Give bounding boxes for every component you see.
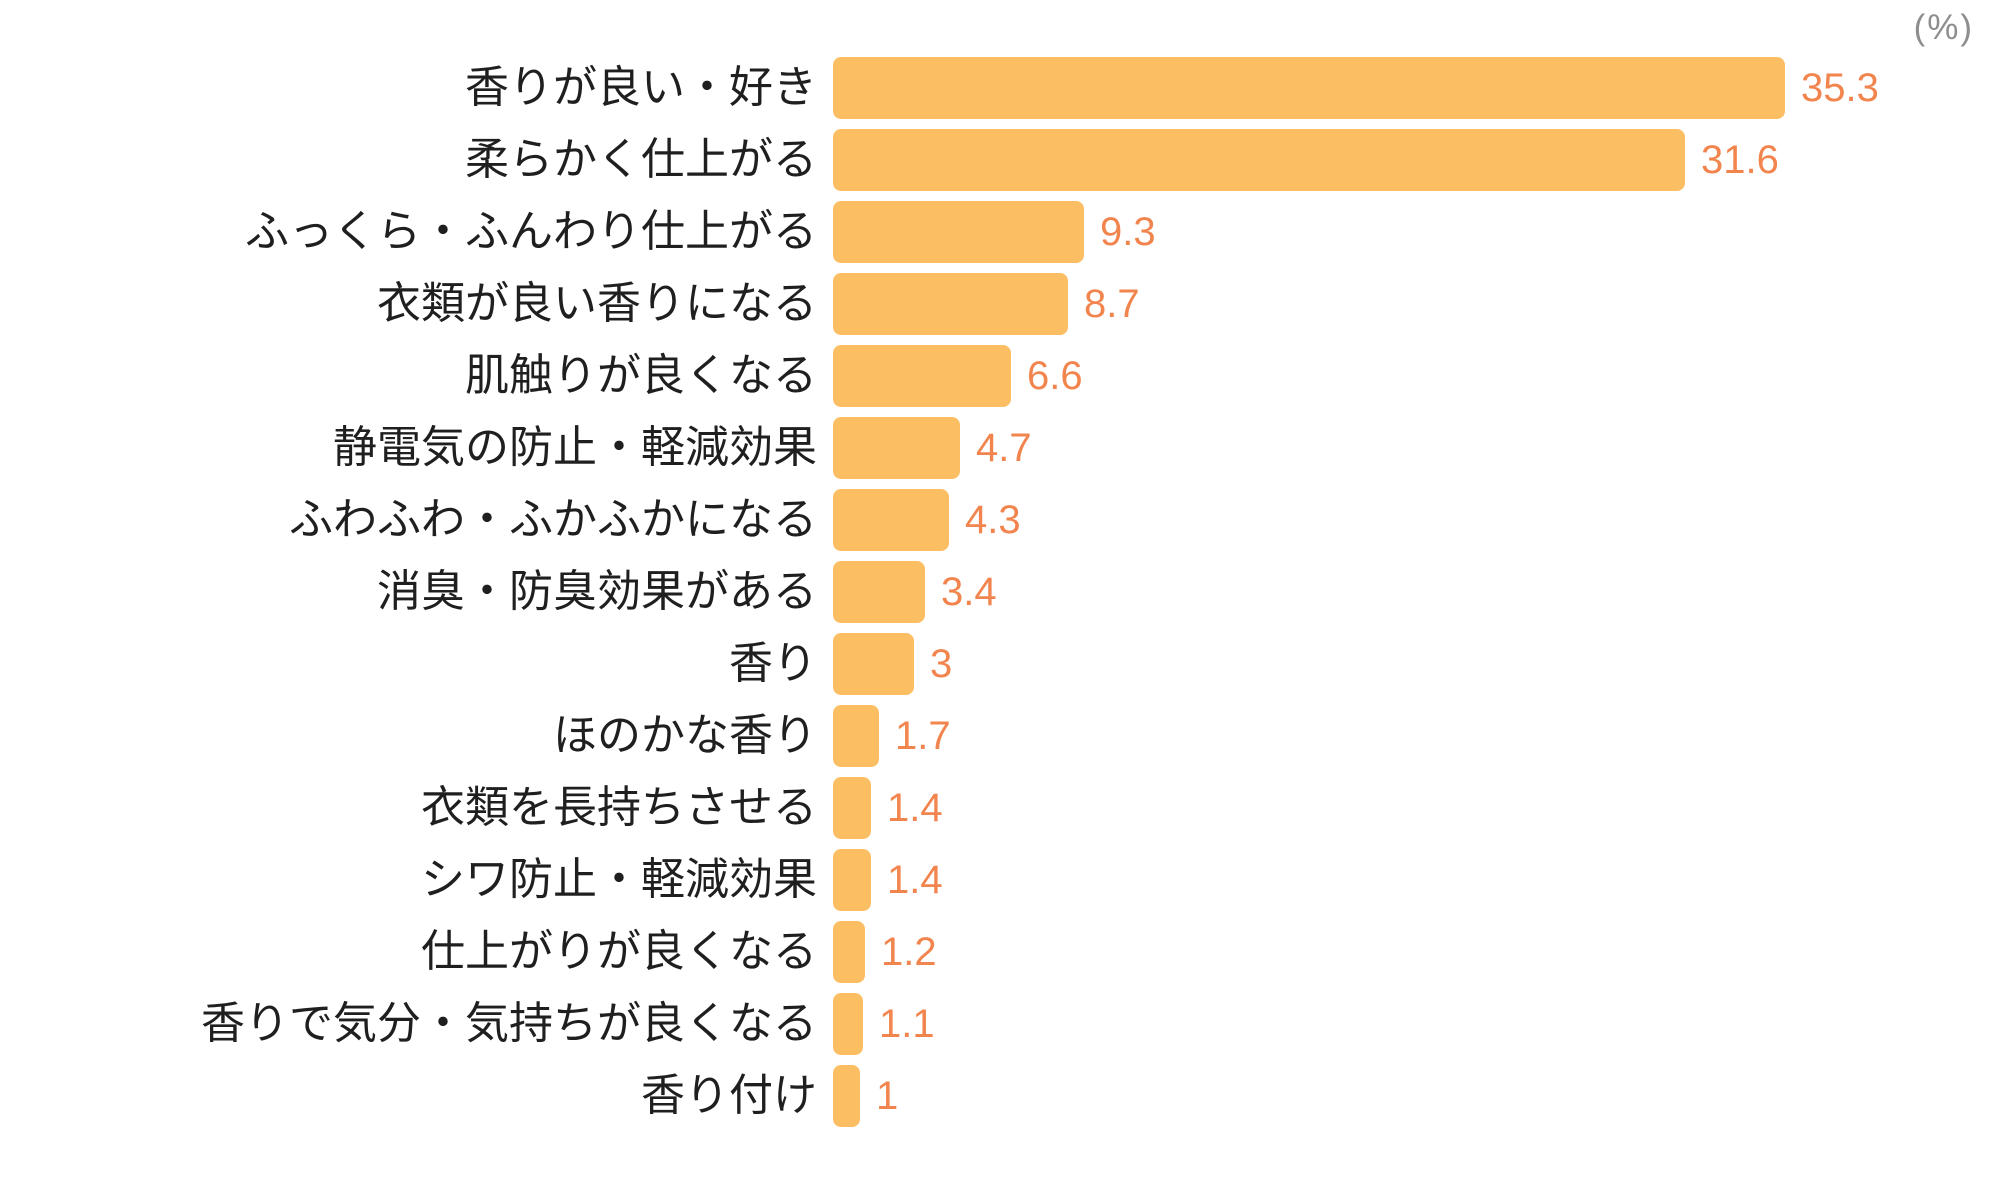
value-label: 1.7 bbox=[895, 713, 951, 758]
bar bbox=[833, 129, 1685, 191]
category-label: 肌触りが良くなる bbox=[465, 351, 817, 400]
value-label: 4.3 bbox=[965, 497, 1021, 542]
bar-area: 8.7 bbox=[833, 268, 2000, 340]
category-label: 香り bbox=[729, 639, 817, 688]
bar bbox=[833, 849, 871, 911]
value-label: 1.4 bbox=[887, 857, 943, 902]
bar bbox=[833, 57, 1785, 119]
value-label: 1.2 bbox=[881, 929, 937, 974]
bar-row: シワ防止・軽減効果 1.4 bbox=[0, 844, 2000, 916]
bar-row: ほのかな香り 1.7 bbox=[0, 700, 2000, 772]
category-label: 香りで気分・気持ちが良くなる bbox=[201, 999, 817, 1048]
bar-row: 静電気の防止・軽減効果 4.7 bbox=[0, 412, 2000, 484]
bar-row: 消臭・防臭効果がある 3.4 bbox=[0, 556, 2000, 628]
bar-chart: 香りが良い・好き 35.3 柔らかく仕上がる 31.6 ふっくら・ふんわり仕上がる 9.3… bbox=[0, 52, 2000, 1132]
bar bbox=[833, 561, 925, 623]
bar-area: 1.4 bbox=[833, 844, 2000, 916]
category-label: 消臭・防臭効果がある bbox=[377, 567, 817, 616]
bar-area: 1.2 bbox=[833, 916, 2000, 988]
bar bbox=[833, 201, 1084, 263]
category-label: ふっくら・ふんわり仕上がる bbox=[245, 207, 817, 256]
bar-area: 6.6 bbox=[833, 340, 2000, 412]
value-label: 8.7 bbox=[1084, 281, 1140, 326]
value-label: 6.6 bbox=[1027, 353, 1083, 398]
bar-row: 肌触りが良くなる 6.6 bbox=[0, 340, 2000, 412]
bar-area: 1.4 bbox=[833, 772, 2000, 844]
unit-label: (%) bbox=[1913, 8, 1974, 47]
bar-row: 香り付け 1 bbox=[0, 1060, 2000, 1132]
bar bbox=[833, 1065, 860, 1127]
category-label: シワ防止・軽減効果 bbox=[421, 855, 817, 904]
category-label: 衣類が良い香りになる bbox=[377, 279, 817, 328]
bar bbox=[833, 921, 865, 983]
bar-row: ふわふわ・ふかふかになる 4.3 bbox=[0, 484, 2000, 556]
bar-area: 31.6 bbox=[833, 124, 2000, 196]
bar-row: 香りが良い・好き 35.3 bbox=[0, 52, 2000, 124]
bar-area: 4.7 bbox=[833, 412, 2000, 484]
bar-row: 柔らかく仕上がる 31.6 bbox=[0, 124, 2000, 196]
category-label: 柔らかく仕上がる bbox=[465, 135, 817, 184]
bar-area: 1.7 bbox=[833, 700, 2000, 772]
bar-row: 香りで気分・気持ちが良くなる 1.1 bbox=[0, 988, 2000, 1060]
value-label: 4.7 bbox=[976, 425, 1032, 470]
value-label: 3.4 bbox=[941, 569, 997, 614]
bar bbox=[833, 993, 863, 1055]
category-label: ほのかな香り bbox=[553, 711, 817, 760]
value-label: 31.6 bbox=[1701, 137, 1779, 182]
bar-area: 3.4 bbox=[833, 556, 2000, 628]
bar-row: 衣類を長持ちさせる 1.4 bbox=[0, 772, 2000, 844]
value-label: 35.3 bbox=[1801, 65, 1879, 110]
bar-area: 4.3 bbox=[833, 484, 2000, 556]
category-label: 衣類を長持ちさせる bbox=[421, 783, 817, 832]
bar-row: 仕上がりが良くなる 1.2 bbox=[0, 916, 2000, 988]
category-label: 仕上がりが良くなる bbox=[421, 927, 817, 976]
value-label: 1.1 bbox=[879, 1001, 935, 1046]
bar bbox=[833, 633, 914, 695]
bar-row: 衣類が良い香りになる 8.7 bbox=[0, 268, 2000, 340]
bar bbox=[833, 345, 1011, 407]
bar-area: 9.3 bbox=[833, 196, 2000, 268]
bar-area: 1.1 bbox=[833, 988, 2000, 1060]
bar-row: ふっくら・ふんわり仕上がる 9.3 bbox=[0, 196, 2000, 268]
bar-area: 3 bbox=[833, 628, 2000, 700]
value-label: 3 bbox=[930, 641, 953, 686]
bar bbox=[833, 705, 879, 767]
value-label: 1 bbox=[876, 1073, 899, 1118]
bar-area: 1 bbox=[833, 1060, 2000, 1132]
bar bbox=[833, 777, 871, 839]
value-label: 1.4 bbox=[887, 785, 943, 830]
category-label: 香り付け bbox=[641, 1071, 817, 1120]
bar-row: 香り 3 bbox=[0, 628, 2000, 700]
category-label: 静電気の防止・軽減効果 bbox=[333, 423, 817, 472]
bar-area: 35.3 bbox=[833, 52, 2000, 124]
bar bbox=[833, 417, 960, 479]
category-label: 香りが良い・好き bbox=[465, 63, 817, 112]
bar bbox=[833, 273, 1068, 335]
value-label: 9.3 bbox=[1100, 209, 1156, 254]
category-label: ふわふわ・ふかふかになる bbox=[289, 495, 817, 544]
bar bbox=[833, 489, 949, 551]
